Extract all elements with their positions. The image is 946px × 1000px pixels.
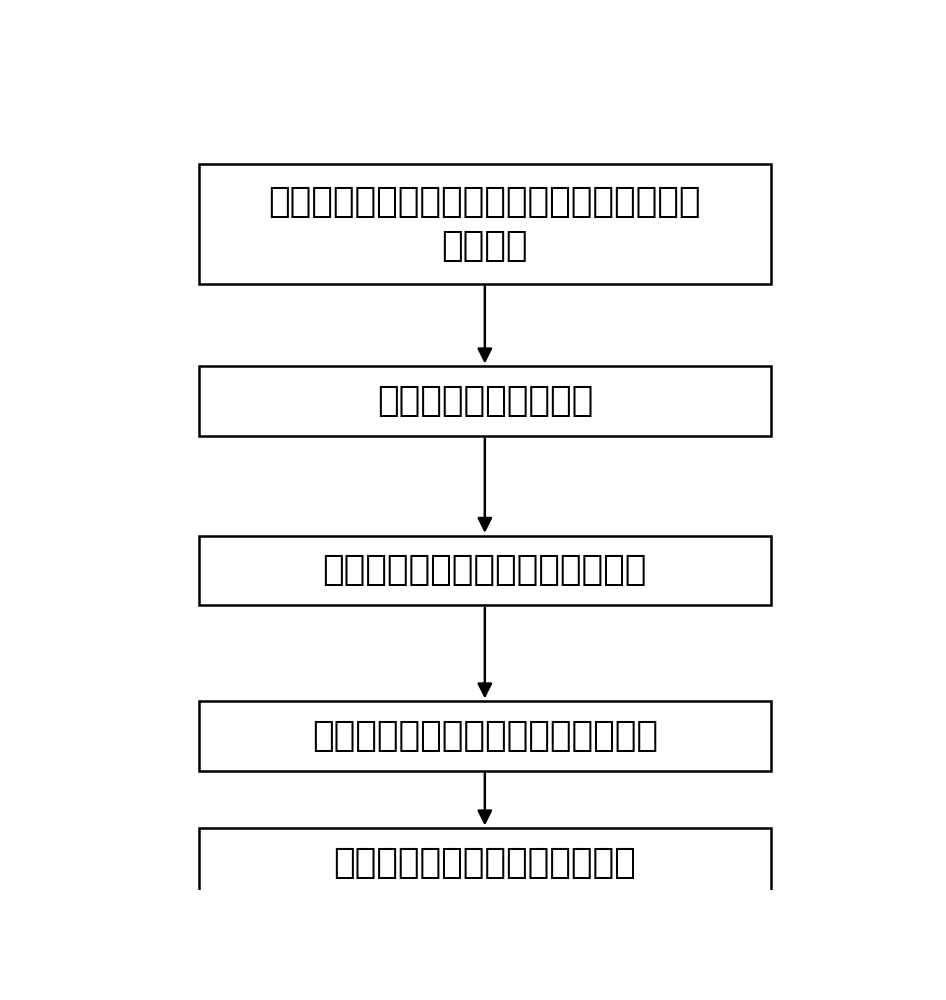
Bar <box>199 536 771 605</box>
Bar <box>199 164 771 284</box>
Bar <box>199 366 771 436</box>
Text: 输出充电站充电设备的最优配置: 输出充电站充电设备的最优配置 <box>333 846 637 880</box>
Text: 建立充电站充电设备的多目标函数: 建立充电站充电设备的多目标函数 <box>323 553 647 587</box>
Text: 建立电动汽车充电开始时间和充电时长的概率
密度函数: 建立电动汽车充电开始时间和充电时长的概率 密度函数 <box>269 185 701 263</box>
Text: 利用遗传粒子群算法优化多目标函数: 利用遗传粒子群算法优化多目标函数 <box>312 719 657 753</box>
Bar <box>199 701 771 771</box>
Text: 估算电动汽车充电负荷: 估算电动汽车充电负荷 <box>377 384 593 418</box>
Bar <box>199 828 771 898</box>
